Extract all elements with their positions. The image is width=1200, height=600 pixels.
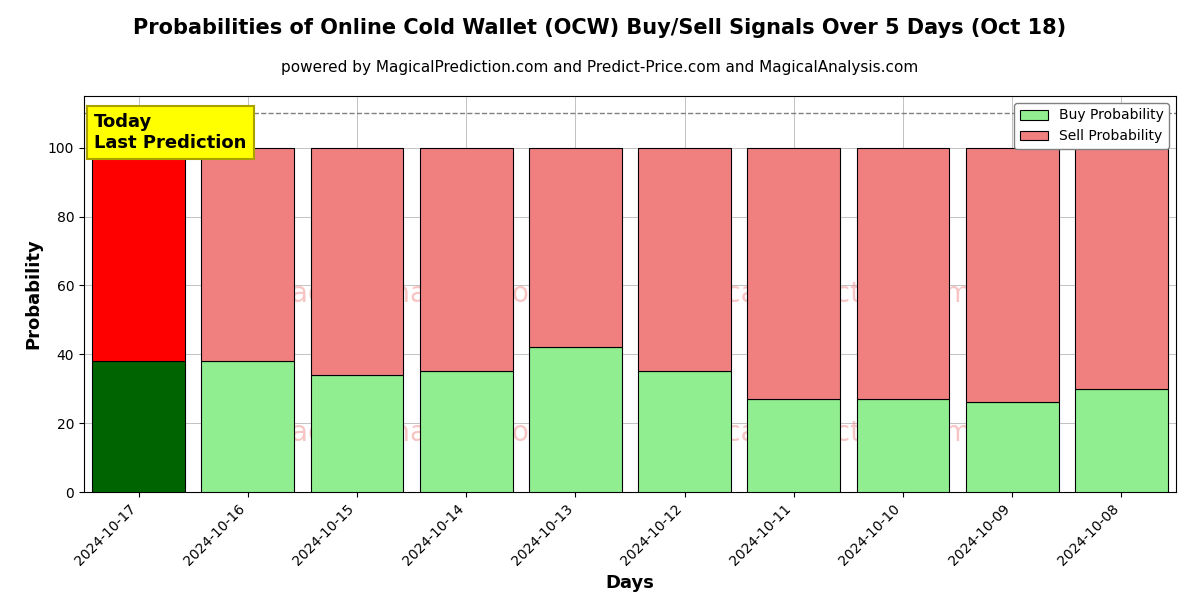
Bar (92, 148, 185, 361)
Bar (529, 347, 622, 492)
Bar (638, 371, 731, 492)
Bar (966, 403, 1058, 492)
Bar (202, 361, 294, 492)
Bar (638, 148, 731, 371)
Bar (202, 148, 294, 361)
Text: MagicalAnalysis.com: MagicalAnalysis.com (268, 419, 556, 446)
Bar (92, 361, 185, 492)
Bar (420, 148, 512, 371)
Legend: Buy Probability, Sell Probability: Buy Probability, Sell Probability (1014, 103, 1169, 149)
Bar (420, 371, 512, 492)
Text: MagicalAnalysis.com: MagicalAnalysis.com (268, 280, 556, 308)
Bar (311, 148, 403, 375)
Text: Today
Last Prediction: Today Last Prediction (95, 113, 247, 152)
Bar (748, 399, 840, 492)
Bar (748, 148, 840, 399)
Bar (1075, 148, 1168, 389)
Bar (529, 148, 622, 347)
Bar (857, 399, 949, 492)
Text: Probabilities of Online Cold Wallet (OCW) Buy/Sell Signals Over 5 Days (Oct 18): Probabilities of Online Cold Wallet (OCW… (133, 18, 1067, 38)
Bar (311, 375, 403, 492)
Bar (1075, 389, 1168, 492)
Text: MagicalPrediction.com: MagicalPrediction.com (660, 280, 972, 308)
Bar (966, 148, 1058, 403)
Text: powered by MagicalPrediction.com and Predict-Price.com and MagicalAnalysis.com: powered by MagicalPrediction.com and Pre… (281, 60, 919, 75)
Text: MagicalPrediction.com: MagicalPrediction.com (660, 419, 972, 446)
Y-axis label: Probability: Probability (24, 239, 42, 349)
X-axis label: Days: Days (606, 574, 654, 592)
Bar (857, 148, 949, 399)
